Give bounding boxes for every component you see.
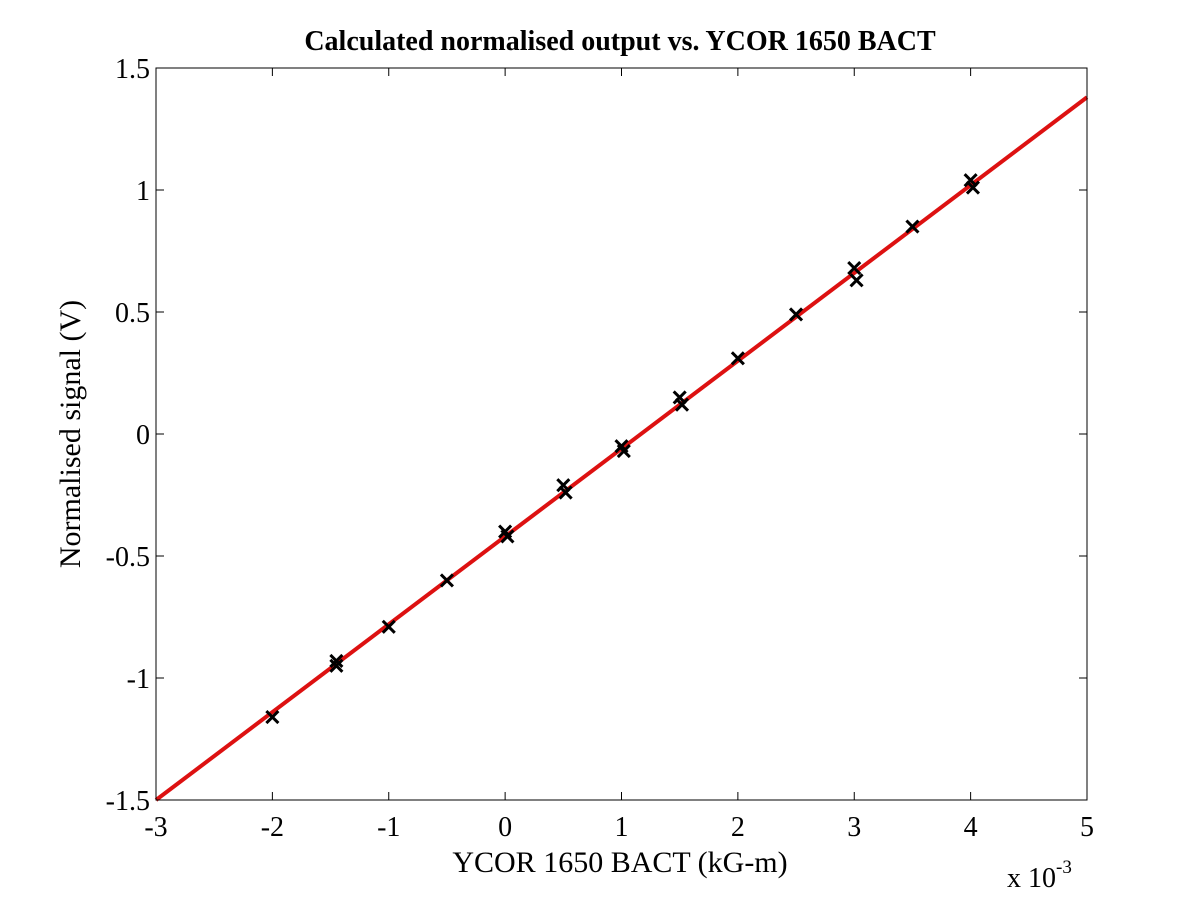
data-point-marker: [789, 307, 804, 322]
data-point-marker: [849, 273, 864, 288]
data-point-marker: [965, 180, 981, 195]
y-tick-label: -0.5: [106, 542, 150, 573]
y-tick-label: -1.5: [106, 786, 150, 817]
x-tick-labels: -3 -2 -1 0 1 2 3 4 5: [144, 812, 1094, 843]
data-point-marker: [905, 219, 920, 234]
y-tick-labels: 1.5 1 0.5 0 -0.5 -1 -1.5: [106, 54, 150, 817]
y-tick-label: 1.5: [115, 54, 150, 85]
x-tick-label: -1: [377, 812, 400, 843]
x-tick-label: 2: [731, 812, 745, 843]
x-axis-label: YCOR 1650 BACT (kG-m): [452, 846, 787, 879]
data-point-marker: [381, 619, 396, 634]
x-tick-label: -2: [261, 812, 284, 843]
data-point-marker: [558, 485, 573, 500]
x-tick-label: 5: [1080, 812, 1094, 843]
y-tick-label: 0.5: [115, 298, 150, 329]
marker-layer: [265, 173, 981, 725]
data-point-marker: [329, 653, 344, 668]
data-point-marker: [439, 573, 454, 588]
x-tick-label: 3: [847, 812, 861, 843]
chart-title: Calculated normalised output vs. YCOR 16…: [304, 26, 936, 57]
plot-frame: [155, 67, 1088, 801]
data-point-marker: [674, 397, 690, 412]
data-point-marker: [500, 529, 515, 544]
y-axis-label: Normalised signal (V): [54, 300, 87, 568]
data-point-marker: [329, 658, 344, 673]
y-tick-label: 0: [136, 420, 150, 451]
data-point-marker: [265, 709, 280, 725]
y-tick-label: 1: [136, 176, 150, 207]
data-point-marker: [616, 444, 631, 459]
data-point-marker: [730, 351, 745, 366]
x-tick-label: 4: [964, 812, 978, 843]
x-multiplier-base: x 10: [1007, 863, 1056, 894]
x-multiplier: x 10-3: [1007, 857, 1072, 894]
x-tick-label: 1: [615, 812, 629, 843]
plot-area: [154, 67, 1089, 802]
x-tick-label: -3: [144, 812, 167, 843]
x-multiplier-exponent: -3: [1056, 857, 1072, 878]
data-point-marker: [847, 261, 862, 276]
plot-background: [156, 68, 1087, 800]
y-tick-label: -1: [127, 664, 150, 695]
x-tick-label: 0: [498, 812, 512, 843]
